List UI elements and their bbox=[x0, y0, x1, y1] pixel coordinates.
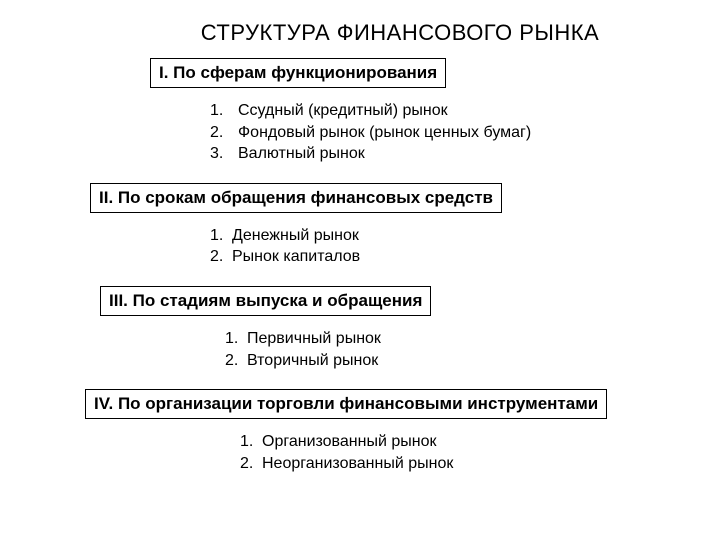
list-text: Первичный рынок bbox=[247, 328, 381, 350]
list-text: Ссудный (кредитный) рынок bbox=[238, 100, 448, 122]
section-2-list: 1. Денежный рынок 2. Рынок капиталов bbox=[210, 225, 680, 268]
list-text: Неорганизованный рынок bbox=[262, 453, 453, 475]
section-3-header: III. По стадиям выпуска и обращения bbox=[100, 286, 431, 316]
list-num: 2. bbox=[225, 350, 247, 372]
main-title: СТРУКТУРА ФИНАНСОВОГО РЫНКА bbox=[120, 20, 680, 46]
list-item: 1. Ссудный (кредитный) рынок bbox=[210, 100, 680, 122]
section-1-header: I. По сферам функционирования bbox=[150, 58, 446, 88]
list-text: Организованный рынок bbox=[262, 431, 436, 453]
list-item: 3. Валютный рынок bbox=[210, 143, 680, 165]
list-item: 2. Рынок капиталов bbox=[210, 246, 680, 268]
section-3-list: 1. Первичный рынок 2. Вторичный рынок bbox=[225, 328, 680, 371]
section-1-list: 1. Ссудный (кредитный) рынок 2. Фондовый… bbox=[210, 100, 680, 165]
list-item: 2. Неорганизованный рынок bbox=[240, 453, 680, 475]
list-item: 1. Организованный рынок bbox=[240, 431, 680, 453]
list-text: Вторичный рынок bbox=[247, 350, 378, 372]
list-item: 2. Фондовый рынок (рынок ценных бумаг) bbox=[210, 122, 680, 144]
section-4-header: IV. По организации торговли финансовыми … bbox=[85, 389, 607, 419]
list-item: 1. Первичный рынок bbox=[225, 328, 680, 350]
list-num: 1. bbox=[210, 100, 238, 122]
list-num: 2. bbox=[210, 246, 232, 268]
section-4: IV. По организации торговли финансовыми … bbox=[40, 389, 680, 474]
list-text: Денежный рынок bbox=[232, 225, 359, 247]
list-item: 1. Денежный рынок bbox=[210, 225, 680, 247]
list-num: 1. bbox=[210, 225, 232, 247]
list-item: 2. Вторичный рынок bbox=[225, 350, 680, 372]
list-text: Рынок капиталов bbox=[232, 246, 360, 268]
section-3: III. По стадиям выпуска и обращения 1. П… bbox=[40, 286, 680, 371]
list-num: 2. bbox=[240, 453, 262, 475]
list-text: Валютный рынок bbox=[238, 143, 365, 165]
list-num: 2. bbox=[210, 122, 238, 144]
section-2-header: II. По срокам обращения финансовых средс… bbox=[90, 183, 502, 213]
list-num: 1. bbox=[240, 431, 262, 453]
section-4-list: 1. Организованный рынок 2. Неорганизован… bbox=[240, 431, 680, 474]
section-1: I. По сферам функционирования 1. Ссудный… bbox=[40, 58, 680, 165]
list-num: 3. bbox=[210, 143, 238, 165]
list-text: Фондовый рынок (рынок ценных бумаг) bbox=[238, 122, 531, 144]
section-2: II. По срокам обращения финансовых средс… bbox=[40, 183, 680, 268]
list-num: 1. bbox=[225, 328, 247, 350]
